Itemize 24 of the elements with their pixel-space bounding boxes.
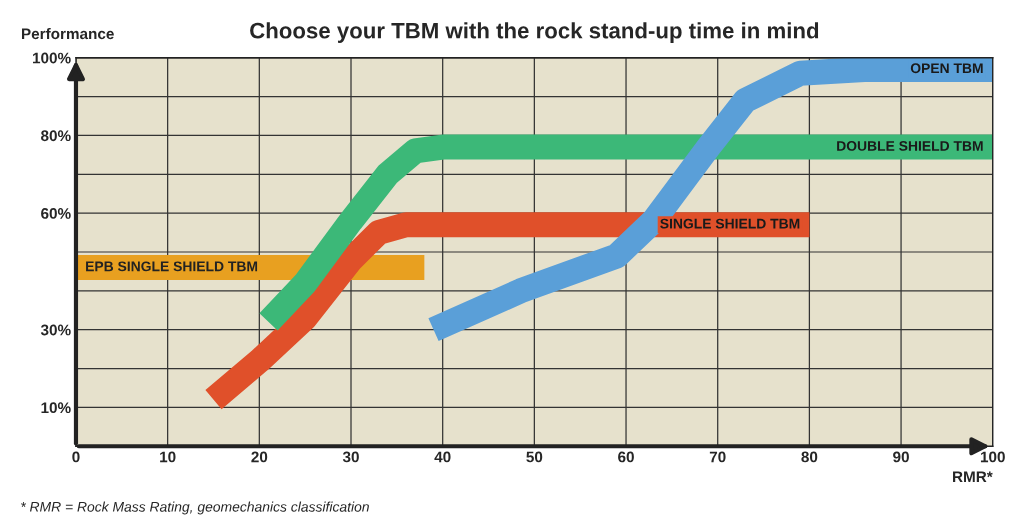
x-tick-label: 20 [251, 451, 268, 463]
y-tick-label: 10% [41, 402, 71, 414]
chart-title: Choose your TBM with the rock stand-up time in mind [250, 22, 819, 43]
x-tick-label: 10 [160, 451, 176, 463]
y-tick-label: 30% [40, 324, 71, 336]
x-tick-label: 60 [618, 451, 634, 463]
series-label: OPEN TBM [910, 63, 983, 74]
text: * RMR = Rock Mass Rating, geomechanics classification [21, 501, 369, 515]
y-axis-title: Performance [21, 27, 114, 40]
y-tick-label: 60% [41, 208, 71, 219]
x-tick-label: 80 [801, 451, 818, 463]
y-tick-label: 100% [33, 52, 71, 64]
x-tick-label: 90 [893, 451, 909, 463]
series-label: DOUBLE SHIELD TBM [837, 141, 983, 151]
x-tick-label: 40 [434, 451, 451, 463]
x-tick-label: 70 [709, 451, 726, 463]
x-tick-label: 30 [342, 451, 359, 463]
x-tick-label: 0 [72, 451, 80, 463]
x-axis-title: RMR* [953, 471, 993, 482]
series-label: SINGLE SHIELD TBM [660, 218, 800, 229]
y-tick-label: 80% [41, 130, 71, 142]
x-tick-label: 50 [526, 451, 543, 463]
x-tick-label: 100 [980, 451, 1005, 463]
series-label: EPB SINGLE SHIELD TBM [86, 261, 258, 272]
